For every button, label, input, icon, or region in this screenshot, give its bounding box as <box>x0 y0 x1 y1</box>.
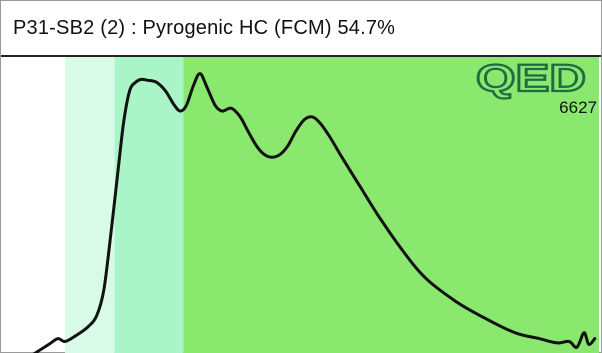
plot-area: QED 6627 <box>1 55 601 353</box>
band-main <box>183 57 599 353</box>
chromatogram-chart: QED 6627 <box>32 57 599 353</box>
chart-title: P31-SB2 (2) : Pyrogenic HC (FCM) 54.7% <box>13 16 396 39</box>
logo-text: QED <box>476 58 586 100</box>
qed-logo: QED 6627 <box>475 57 597 117</box>
bands-layer <box>64 57 599 353</box>
band-light <box>64 57 115 353</box>
series-line <box>32 72 597 353</box>
logo-number: 6627 <box>559 98 597 117</box>
